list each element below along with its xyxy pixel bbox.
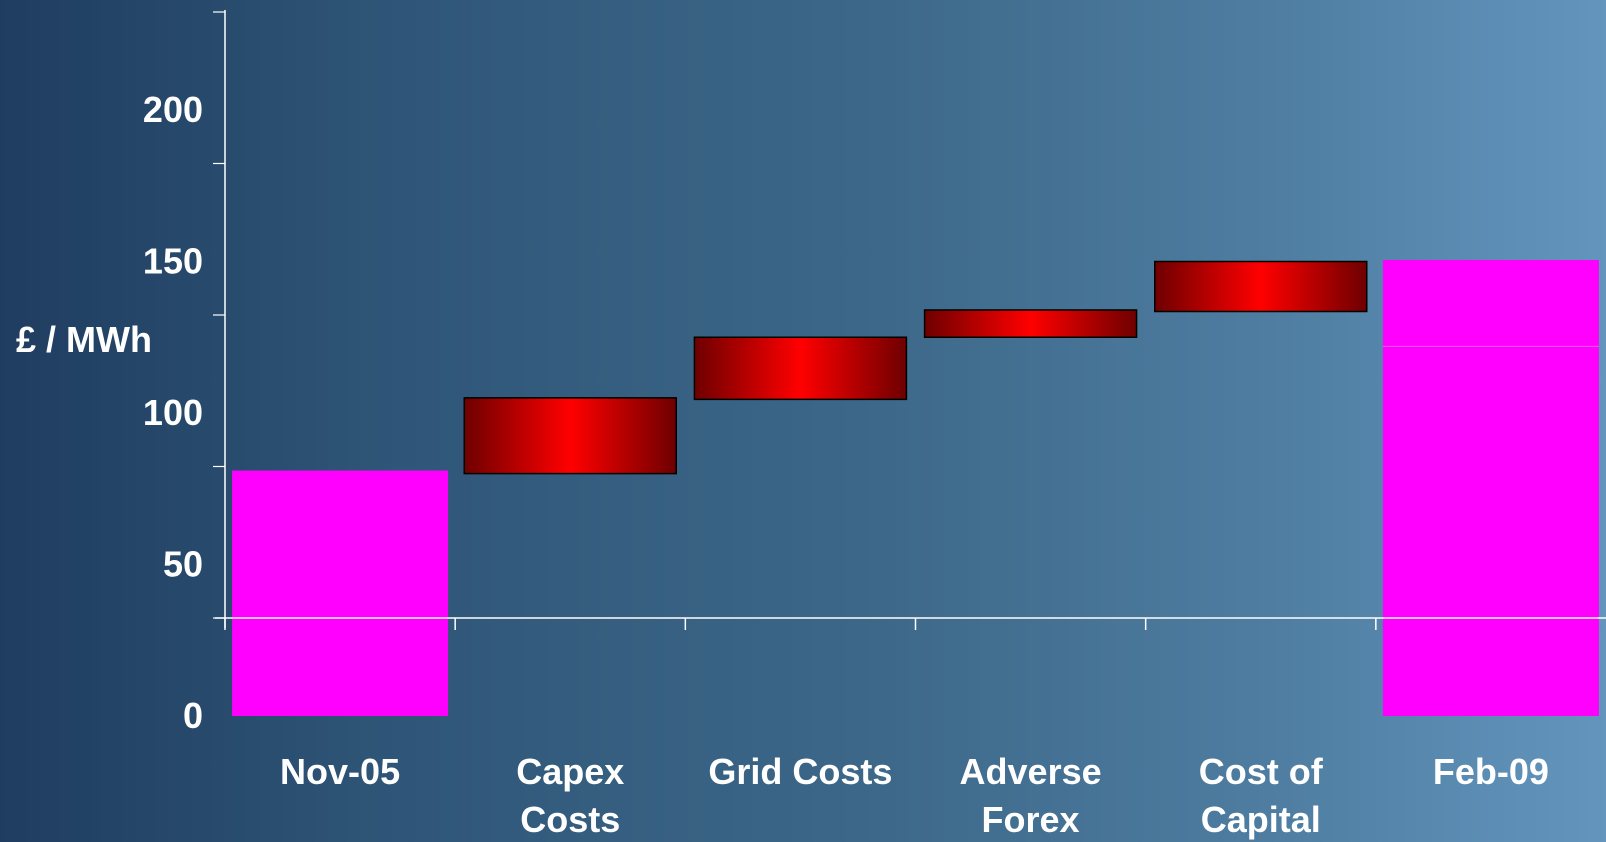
bars-group [232, 259, 1599, 716]
category-label: Feb-09 [1433, 751, 1549, 792]
y-tick-label: 0 [183, 695, 203, 736]
category-label: Cost of Capital [1199, 751, 1324, 840]
y-axis-title: £ / MWh [16, 319, 152, 360]
bar-increase [1154, 260, 1368, 313]
bar-increase [923, 309, 1138, 339]
category-label: Grid Costs [708, 751, 892, 792]
y-tick-label: 50 [163, 544, 203, 585]
category-label: Adverse Forex [960, 751, 1102, 840]
y-tick-label: 200 [143, 89, 203, 130]
labels-group: 0 50 100 150 200 £ / MWh Nov-05 Capex Costs Grid … [16, 89, 1549, 840]
bar-total [232, 470, 449, 716]
axes-group [213, 10, 1606, 630]
bar-increase [463, 397, 677, 475]
y-tick-label: 100 [143, 392, 203, 433]
y-tick-label: 150 [143, 241, 203, 282]
bar-increase [693, 336, 908, 401]
category-label: Nov-05 [280, 751, 400, 792]
bar-total [1382, 259, 1599, 716]
category-label: Capex Costs [516, 751, 624, 840]
